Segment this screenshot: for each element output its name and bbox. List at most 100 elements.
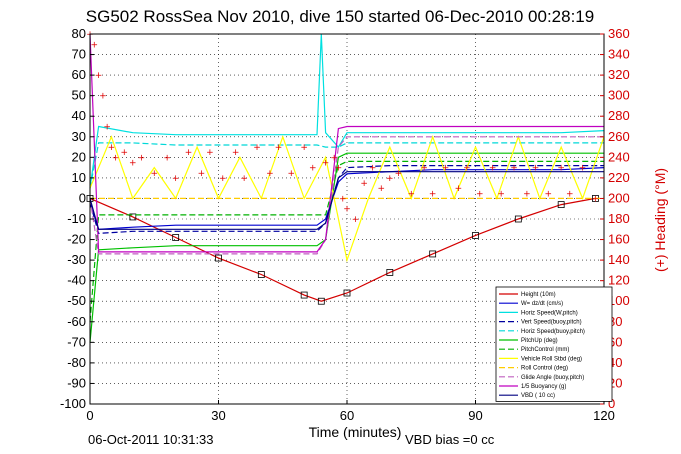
heading-point: + — [322, 158, 330, 168]
heading-point: + — [463, 164, 471, 174]
y2-tick-label: 360 — [608, 26, 630, 41]
heading-point: + — [455, 184, 463, 194]
x-tick-label: 60 — [340, 408, 354, 423]
height-marker — [215, 254, 222, 262]
heading-point: + — [309, 164, 317, 174]
heading-point: + — [386, 174, 394, 184]
legend-label: PitchUp (deg) — [521, 338, 558, 344]
footer-timestamp: 06-Oct-2011 10:31:33 — [88, 432, 214, 447]
height-marker — [300, 291, 308, 299]
y2-tick-label: 340 — [608, 47, 630, 62]
y-axis-ticks: 80 70 60 50 40 30 20 10 0 -10 -20 -30 -40 -50 -60 -70 -8… — [60, 26, 94, 411]
heading-point: + — [198, 169, 206, 179]
legend-label: 1/5 Buoyancy (g) — [521, 384, 566, 390]
heading-point: + — [557, 164, 565, 174]
y2-tick-label: 180 — [608, 211, 630, 226]
y2-tick-label: 120 — [608, 273, 630, 288]
y-tick-label: -30 — [67, 252, 86, 267]
heading-point: + — [163, 153, 171, 163]
legend-label: PitchControl (mm) — [521, 347, 569, 353]
heading-point: + — [219, 174, 227, 184]
y2-tick-label: 0 — [608, 396, 615, 411]
y2-tick-label: 140 — [608, 252, 630, 267]
legend-label: Height (10m) — [521, 292, 556, 298]
series-line-11 — [89, 171, 604, 230]
heading-point: + — [95, 71, 103, 81]
y-tick-label: 80 — [72, 26, 86, 41]
chart-legend: Height (10m) W= dz/dt (cm/s) Horiz Speed(W… — [495, 286, 613, 402]
y2-tick-label: 100 — [608, 293, 630, 308]
series-line-6 — [89, 160, 604, 322]
heading-point: + — [497, 189, 505, 199]
series-line-10 — [89, 33, 604, 253]
y-tick-label: 70 — [72, 47, 86, 62]
heading-point: + — [377, 184, 385, 194]
height-marker — [172, 234, 180, 241]
heading-point: + — [172, 174, 180, 184]
heading-point: + — [579, 164, 587, 174]
y2-tick-label: 240 — [608, 149, 630, 164]
heading-point: + — [369, 164, 377, 174]
heading-point: + — [545, 189, 553, 199]
heading-point: + — [91, 40, 99, 50]
heading-point: + — [138, 153, 146, 163]
height-marker — [514, 215, 522, 223]
series-line-2 — [89, 33, 605, 189]
heading-point: + — [532, 164, 540, 174]
y-tick-label: -100 — [60, 396, 86, 411]
y2-tick-label: 280 — [608, 108, 630, 123]
heading-point: + — [108, 143, 116, 153]
series-line-0 — [89, 197, 596, 302]
heading-point: + — [476, 189, 484, 199]
heading-point: + — [489, 164, 497, 174]
x-tick-label: 30 — [211, 408, 225, 423]
heading-point: + — [566, 189, 574, 199]
heading-point: + — [330, 153, 338, 163]
x-tick-label: 0 — [86, 408, 93, 423]
heading-point: + — [523, 189, 531, 199]
height-marker — [386, 269, 394, 276]
legend-label: Vert Speed(buoy,pitch) — [521, 320, 582, 326]
y2-tick-label: 200 — [608, 190, 630, 205]
heading-point: + — [420, 164, 428, 174]
heading-point: + — [120, 148, 128, 158]
y2-tick-label: 260 — [608, 129, 630, 144]
heading-point: + — [429, 189, 437, 199]
y2-axis-label: (+) Heading (°M) — [652, 168, 668, 272]
height-marker — [557, 201, 565, 209]
heading-point: + — [343, 205, 351, 215]
heading-point: + — [232, 148, 240, 158]
x-tick-label: 120 — [593, 408, 615, 423]
heading-point: + — [395, 169, 403, 179]
y-tick-label: 30 — [72, 129, 86, 144]
heading-point: + — [103, 123, 111, 133]
legend-label: Vehicle Roll Stbd (deg) — [521, 356, 582, 362]
heading-point: + — [185, 148, 193, 158]
height-marker — [129, 213, 137, 221]
heading-point: + — [360, 179, 368, 189]
height-marker — [343, 289, 351, 297]
y-tick-label: -90 — [67, 375, 86, 390]
heading-point: + — [288, 169, 296, 179]
heading-point: + — [150, 169, 158, 179]
footer-vbd-bias: VBD bias =0 cc — [405, 432, 495, 447]
height-marker — [317, 297, 325, 305]
legend-label: Horiz Speed(buoy,pitch) — [521, 329, 585, 335]
y2-axis-ticks: 360 340 320 300 280 260 240 220 200 180 160 140 120 1… — [600, 26, 630, 411]
heading-point: + — [407, 189, 415, 199]
y-tick-label: -20 — [67, 232, 86, 247]
y-tick-label: -80 — [67, 355, 86, 370]
heading-point: + — [206, 148, 214, 158]
heading-point: + — [129, 158, 137, 168]
chart-title: SG502 RossSea Nov 2010, dive 150 started… — [86, 7, 594, 26]
y-tick-label: -40 — [67, 273, 86, 288]
x-axis-ticks: 0 30 60 90 120 — [86, 400, 615, 423]
series-line-4 — [89, 142, 604, 189]
legend-label: Glide Angle (buoy,pitch) — [521, 375, 584, 381]
x-tick-label: 90 — [468, 408, 482, 423]
heading-point: + — [99, 92, 107, 102]
legend-label: Roll Control (deg) — [521, 366, 568, 372]
legend-label: Horiz Speed(W,pitch) — [521, 310, 578, 316]
height-marker — [472, 232, 479, 239]
